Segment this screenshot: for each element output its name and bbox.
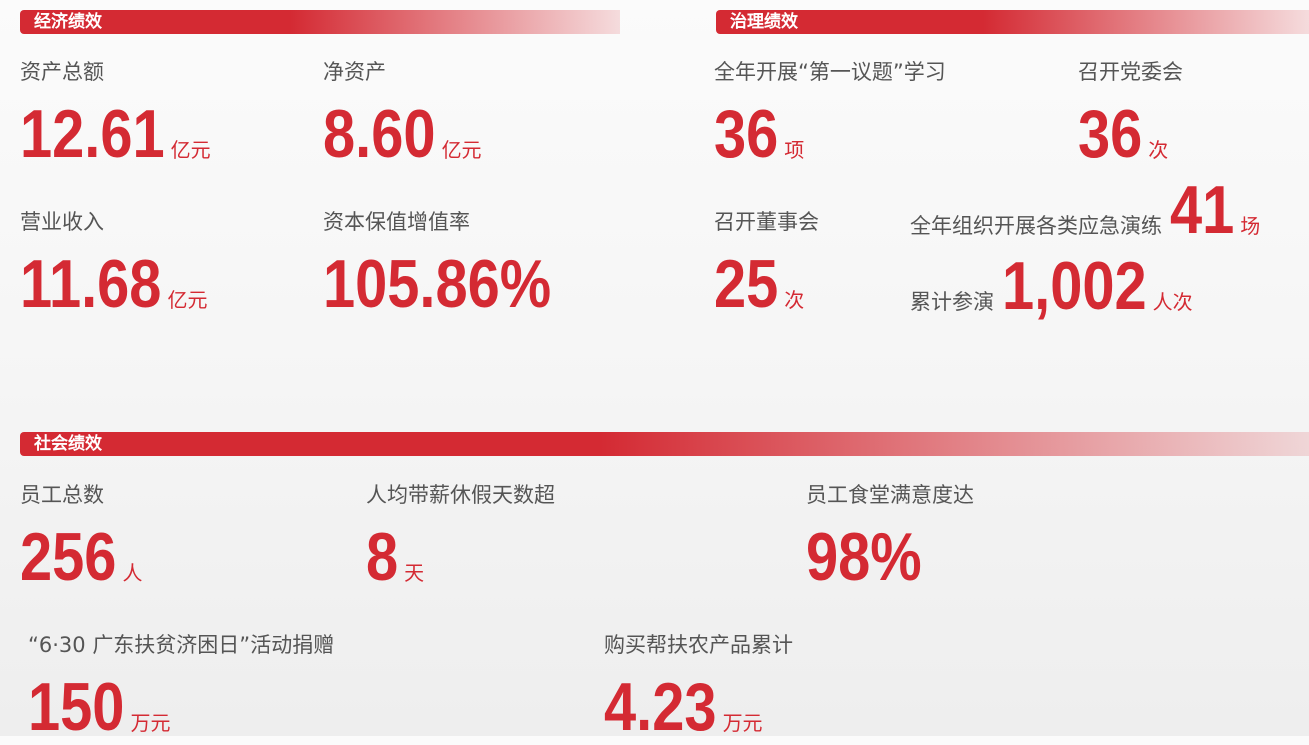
section-header: 社会绩效 (20, 432, 1309, 456)
metric: 购买帮扶农产品累计 4.23 万元 (604, 631, 793, 741)
metric: 累计参演 1,002 人次 (910, 252, 1193, 320)
metric-value-row: 11.68 亿元 (20, 250, 208, 318)
metric-unit: 项 (784, 138, 805, 162)
metric-label: 全年开展“第一议题”学习 (714, 60, 946, 84)
metric-value-row: 36 项 (714, 100, 946, 168)
metric-value: 8 (366, 519, 399, 595)
section-title: 治理绩效 (730, 12, 798, 32)
metric: 召开董事会 25 次 (714, 208, 819, 318)
section-title: 社会绩效 (34, 434, 102, 454)
metric-value: 25 (714, 246, 779, 322)
metric-unit: 亿元 (167, 288, 208, 312)
metric-value-row: 98% (806, 523, 974, 591)
metric-value-row: 8.60 亿元 (323, 100, 482, 168)
metric-value-row: 4.23 万元 (604, 673, 793, 741)
metric: 资本保值增值率 105.86% (323, 208, 591, 318)
metric: 员工总数 256 人 (20, 481, 143, 591)
metric: 人均带薪休假天数超 8 天 (366, 481, 555, 591)
metric-label: 资本保值增值率 (323, 210, 470, 234)
metric-unit: 亿元 (441, 138, 482, 162)
metric-value-row: 41 场 (1170, 176, 1260, 244)
metric: 净资产 8.60 亿元 (323, 58, 482, 168)
metric-value-row: 105.86% (323, 250, 591, 318)
metric-value: 8.60 (323, 96, 436, 172)
metric: 资产总额 12.61 亿元 (20, 58, 211, 168)
metric-label: 营业收入 (20, 210, 104, 234)
metric: 全年组织开展各类应急演练 41 场 (910, 176, 1260, 244)
metric-value-row: 256 人 (20, 523, 143, 591)
metric-label: 累计参演 (910, 290, 994, 314)
metric-value: 105.86% (323, 246, 552, 322)
metric-value: 41 (1170, 172, 1235, 248)
metric-unit: 亿元 (170, 138, 211, 162)
metric-label: 员工总数 (20, 483, 104, 507)
metric: 全年开展“第一议题”学习 36 项 (714, 58, 946, 168)
section-header: 治理绩效 (716, 10, 1309, 34)
metric-value: 98% (806, 519, 922, 595)
section-header: 经济绩效 (20, 10, 620, 34)
metric: 营业收入 11.68 亿元 (20, 208, 208, 318)
metric-label: 净资产 (323, 60, 386, 84)
section-title: 经济绩效 (34, 12, 102, 32)
metric-value-row: 150 万元 (28, 673, 334, 741)
metric-unit: 场 (1240, 214, 1261, 238)
metric-value: 12.61 (20, 96, 165, 172)
metric-label: 全年组织开展各类应急演练 (910, 214, 1162, 238)
metric-unit: 万元 (130, 711, 171, 735)
metric-unit: 人 (122, 561, 143, 585)
metric-label: “6·30 广东扶贫济困日”活动捐赠 (28, 633, 335, 657)
metric: 召开党委会 36 次 (1078, 58, 1183, 168)
metric-value-row: 12.61 亿元 (20, 100, 211, 168)
metric-unit: 次 (784, 288, 805, 312)
metric-value: 256 (20, 519, 117, 595)
metric-unit: 人次 (1152, 290, 1193, 314)
metric: 员工食堂满意度达 98% (806, 481, 974, 591)
metric-value: 150 (28, 669, 125, 745)
metric-value: 1,002 (1002, 248, 1147, 324)
metric-label: 资产总额 (20, 60, 104, 84)
metric-value: 36 (714, 96, 779, 172)
metric-value: 11.68 (20, 246, 162, 322)
metric-label: 购买帮扶农产品累计 (604, 633, 793, 657)
metric-value-row: 1,002 人次 (1002, 252, 1193, 320)
metric-value: 4.23 (604, 669, 717, 745)
metric-label: 员工食堂满意度达 (806, 483, 974, 507)
metric-unit: 天 (404, 561, 425, 585)
metric: “6·30 广东扶贫济困日”活动捐赠 150 万元 (28, 631, 334, 741)
metric-label: 召开党委会 (1078, 60, 1183, 84)
metric-unit: 万元 (722, 711, 763, 735)
metric-value-row: 36 次 (1078, 100, 1183, 168)
metric-unit: 次 (1148, 138, 1169, 162)
metric-label: 人均带薪休假天数超 (366, 483, 555, 507)
metric-value-row: 25 次 (714, 250, 819, 318)
metric-label: 召开董事会 (714, 210, 819, 234)
metric-value: 36 (1078, 96, 1143, 172)
